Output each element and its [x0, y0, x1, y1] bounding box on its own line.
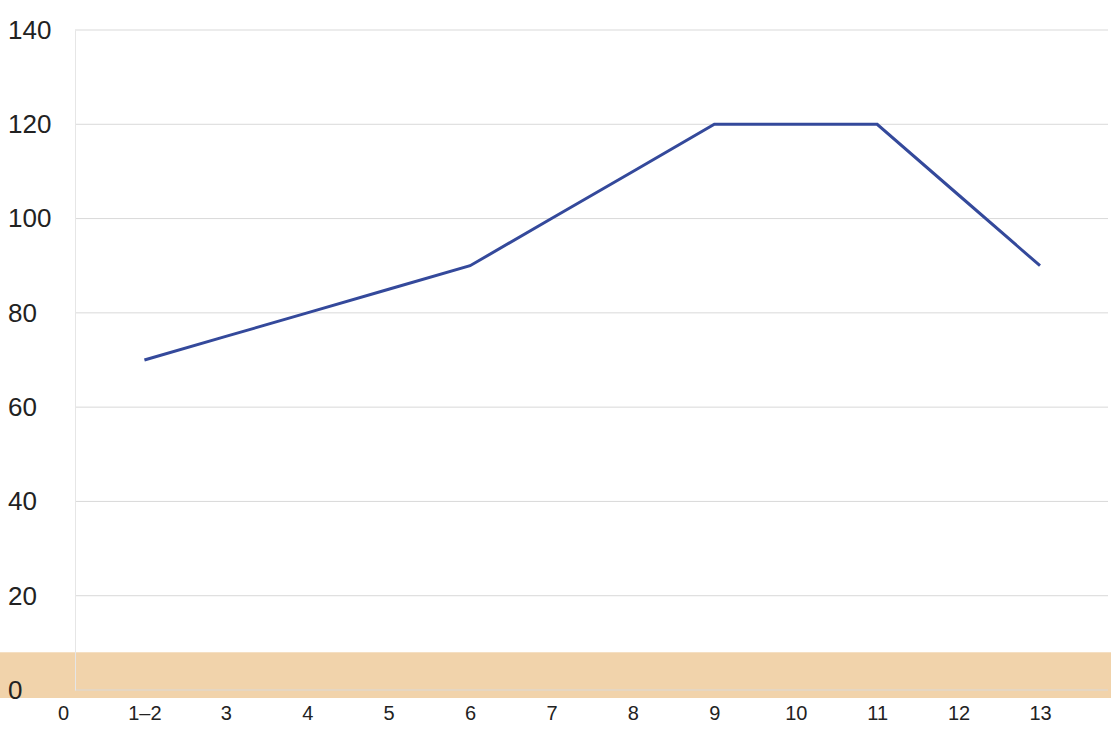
x-tick-label: 13	[1029, 702, 1051, 724]
y-tick: 120	[8, 109, 75, 139]
x-tick: 13	[1029, 702, 1051, 724]
x-tick-label: 4	[302, 702, 313, 724]
x-tick-label: 8	[628, 702, 639, 724]
grid-line	[75, 312, 1108, 313]
x-tick: 0	[58, 702, 69, 724]
grid-line	[75, 595, 1108, 596]
x-tick-label: 7	[546, 702, 557, 724]
x-tick: 1–2	[128, 702, 161, 724]
x-tick-label: 9	[709, 702, 720, 724]
y-tick-label: 80	[8, 298, 37, 328]
y-tick: 80	[8, 298, 75, 328]
soil-band	[0, 652, 1111, 698]
y-tick: 100	[8, 203, 75, 233]
x-tick-label: 3	[221, 702, 232, 724]
grid-line	[75, 30, 1108, 31]
y-tick-label: 0	[8, 675, 22, 705]
x-tick: 4	[302, 702, 313, 724]
y-tick-label: 40	[8, 486, 37, 516]
x-tick-label: 1–2	[128, 702, 161, 724]
x-tick: 11	[867, 702, 888, 724]
x-tick: 6	[465, 702, 476, 724]
x-tick-label: 5	[384, 702, 395, 724]
y-tick: 40	[8, 486, 75, 516]
x-tick-label: 12	[948, 702, 970, 724]
x-tick: 7	[546, 702, 557, 724]
x-axis: 0 1–2 3 4 5 6 7 8 9 10 11 12 13	[58, 702, 1052, 724]
y-tick: 60	[8, 392, 75, 422]
y-tick-label: 60	[8, 392, 37, 422]
y-tick: 140	[8, 15, 75, 45]
x-tick-label: 11	[867, 702, 888, 724]
x-tick: 8	[628, 702, 639, 724]
y-axis: 0 20 40 60 80 100 120 140	[8, 15, 76, 705]
x-tick: 5	[384, 702, 395, 724]
x-tick-label: 6	[465, 702, 476, 724]
y-axis-line	[75, 31, 76, 691]
grid-line	[75, 218, 1108, 219]
grid-line	[75, 407, 1108, 408]
y-tick: 0	[8, 675, 75, 705]
y-tick: 20	[8, 581, 75, 611]
y-tick-label: 120	[8, 109, 51, 139]
y-tick-label: 140	[8, 15, 51, 45]
y-tick-label: 20	[8, 581, 37, 611]
line	[144, 124, 1040, 360]
x-tick: 10	[785, 702, 807, 724]
grid	[75, 30, 1108, 690]
x-tick-label: 10	[785, 702, 807, 724]
x-tick: 3	[221, 702, 232, 724]
x-tick: 9	[709, 702, 720, 724]
grid-line	[75, 124, 1108, 125]
x-tick-label: 0	[58, 702, 69, 724]
grid-line	[75, 501, 1108, 502]
chart: 0 20 40 60 80 100 120 140 0 1–2 3 4 5 6 7 8 9 10 11 12 13	[0, 0, 1111, 742]
x-tick: 12	[948, 702, 970, 724]
plot-area	[144, 124, 1040, 360]
y-tick-label: 100	[8, 203, 51, 233]
grid-line	[75, 690, 1108, 691]
